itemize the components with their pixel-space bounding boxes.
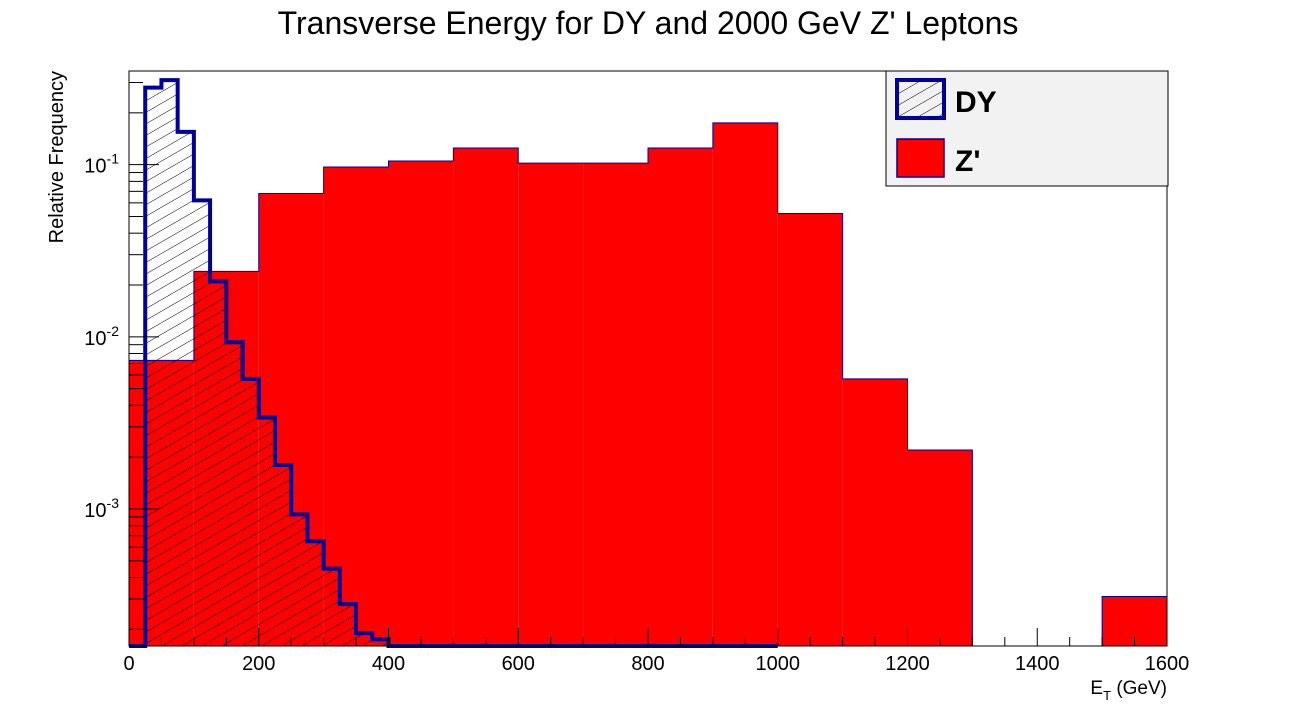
x-tick-label: 1000 xyxy=(756,653,801,675)
chart-title: Transverse Energy for DY and 2000 GeV Z'… xyxy=(278,5,1019,41)
zprime-bar xyxy=(518,163,584,646)
dy-bar xyxy=(226,342,243,646)
dy-bar xyxy=(274,465,292,646)
legend-label-zprime: Z' xyxy=(955,145,980,178)
zprime-bar xyxy=(842,378,908,646)
x-tick-label: 0 xyxy=(123,653,134,675)
x-tick-label: 600 xyxy=(502,653,535,675)
zprime-bar xyxy=(712,122,778,646)
dy-bar xyxy=(307,541,324,646)
dy-bar xyxy=(145,87,162,647)
dy-bar xyxy=(258,417,275,646)
dy-bar xyxy=(177,131,194,646)
legend-swatch-dy xyxy=(895,78,946,120)
legend: DY Z' xyxy=(885,70,1169,187)
x-tick-label: 1600 xyxy=(1145,653,1190,675)
dy-bar xyxy=(356,633,373,646)
x-tick-label: 1200 xyxy=(885,653,930,675)
dy-bar xyxy=(161,80,178,646)
y-tick-label: 10-3 xyxy=(84,495,119,522)
dy-bar xyxy=(291,514,308,646)
dy-bar xyxy=(323,568,340,646)
zprime-bar xyxy=(648,147,713,646)
x-axis-label: ET (GeV) xyxy=(1090,678,1167,703)
zprime-bar xyxy=(453,147,519,646)
legend-swatch-zprime xyxy=(896,138,945,178)
x-tick-label: 400 xyxy=(372,653,405,675)
x-tick-labels: 0 200 400 600 800 1000 1200 1400 1600 xyxy=(123,653,1189,675)
zprime-bar xyxy=(323,166,389,646)
zprime-bar xyxy=(907,450,973,646)
dy-bar xyxy=(372,639,389,646)
zprime-outline xyxy=(128,122,1168,647)
y-axis-label: Relative Frequency xyxy=(46,71,68,243)
y-tick-label: 10-2 xyxy=(84,323,119,350)
zprime-bar xyxy=(583,163,648,646)
dy-bar xyxy=(339,604,357,646)
zprime-bar xyxy=(388,161,454,646)
y-tick-label: 10-1 xyxy=(84,151,119,178)
x-tick-label: 800 xyxy=(631,653,664,675)
x-tick-label: 200 xyxy=(242,653,275,675)
plot-frame xyxy=(128,70,1168,647)
dy-bar xyxy=(193,200,211,646)
dy-histogram xyxy=(129,78,778,648)
legend-label-dy: DY xyxy=(955,86,997,119)
zprime-bar xyxy=(777,213,843,646)
x-tick-label: 1400 xyxy=(1015,653,1060,675)
dy-bar xyxy=(210,281,227,646)
dy-bar xyxy=(242,378,259,646)
y-tick-labels: 10-1 10-2 10-3 xyxy=(84,151,119,522)
